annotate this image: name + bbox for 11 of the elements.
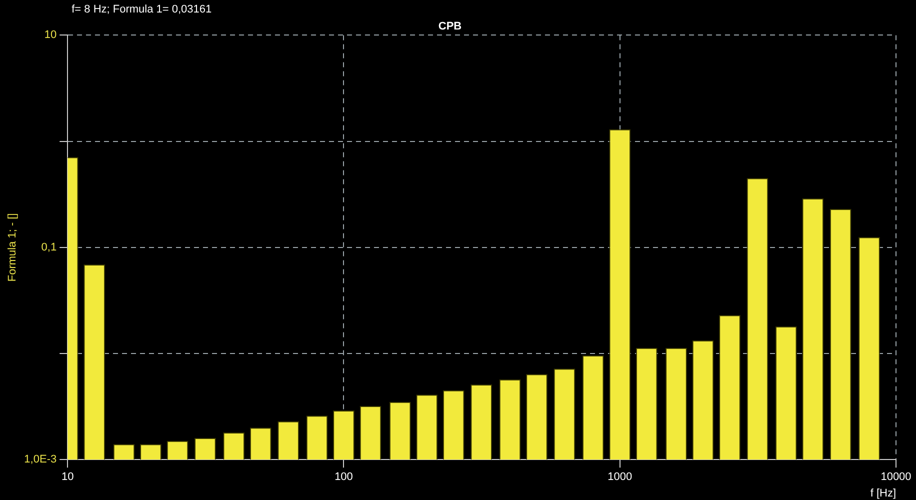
- chart-title: CPB: [438, 20, 462, 33]
- y-tick-label: 0,1: [41, 241, 57, 254]
- text: f= 8 Hz; Formula 1= 0,03161: [72, 4, 212, 16]
- y-axis-title: Formula 1; - []: [6, 213, 19, 282]
- x-axis-title: f [Hz]: [870, 487, 896, 500]
- x-tick-label: 100: [334, 471, 353, 484]
- x-tick-label: 1000: [608, 471, 632, 484]
- x-tick-label: 10: [61, 471, 74, 484]
- y-tick-label: 1,0E-3: [24, 454, 57, 466]
- x-tick-label: 10000: [880, 471, 912, 484]
- y-tick-label: 10: [44, 29, 57, 42]
